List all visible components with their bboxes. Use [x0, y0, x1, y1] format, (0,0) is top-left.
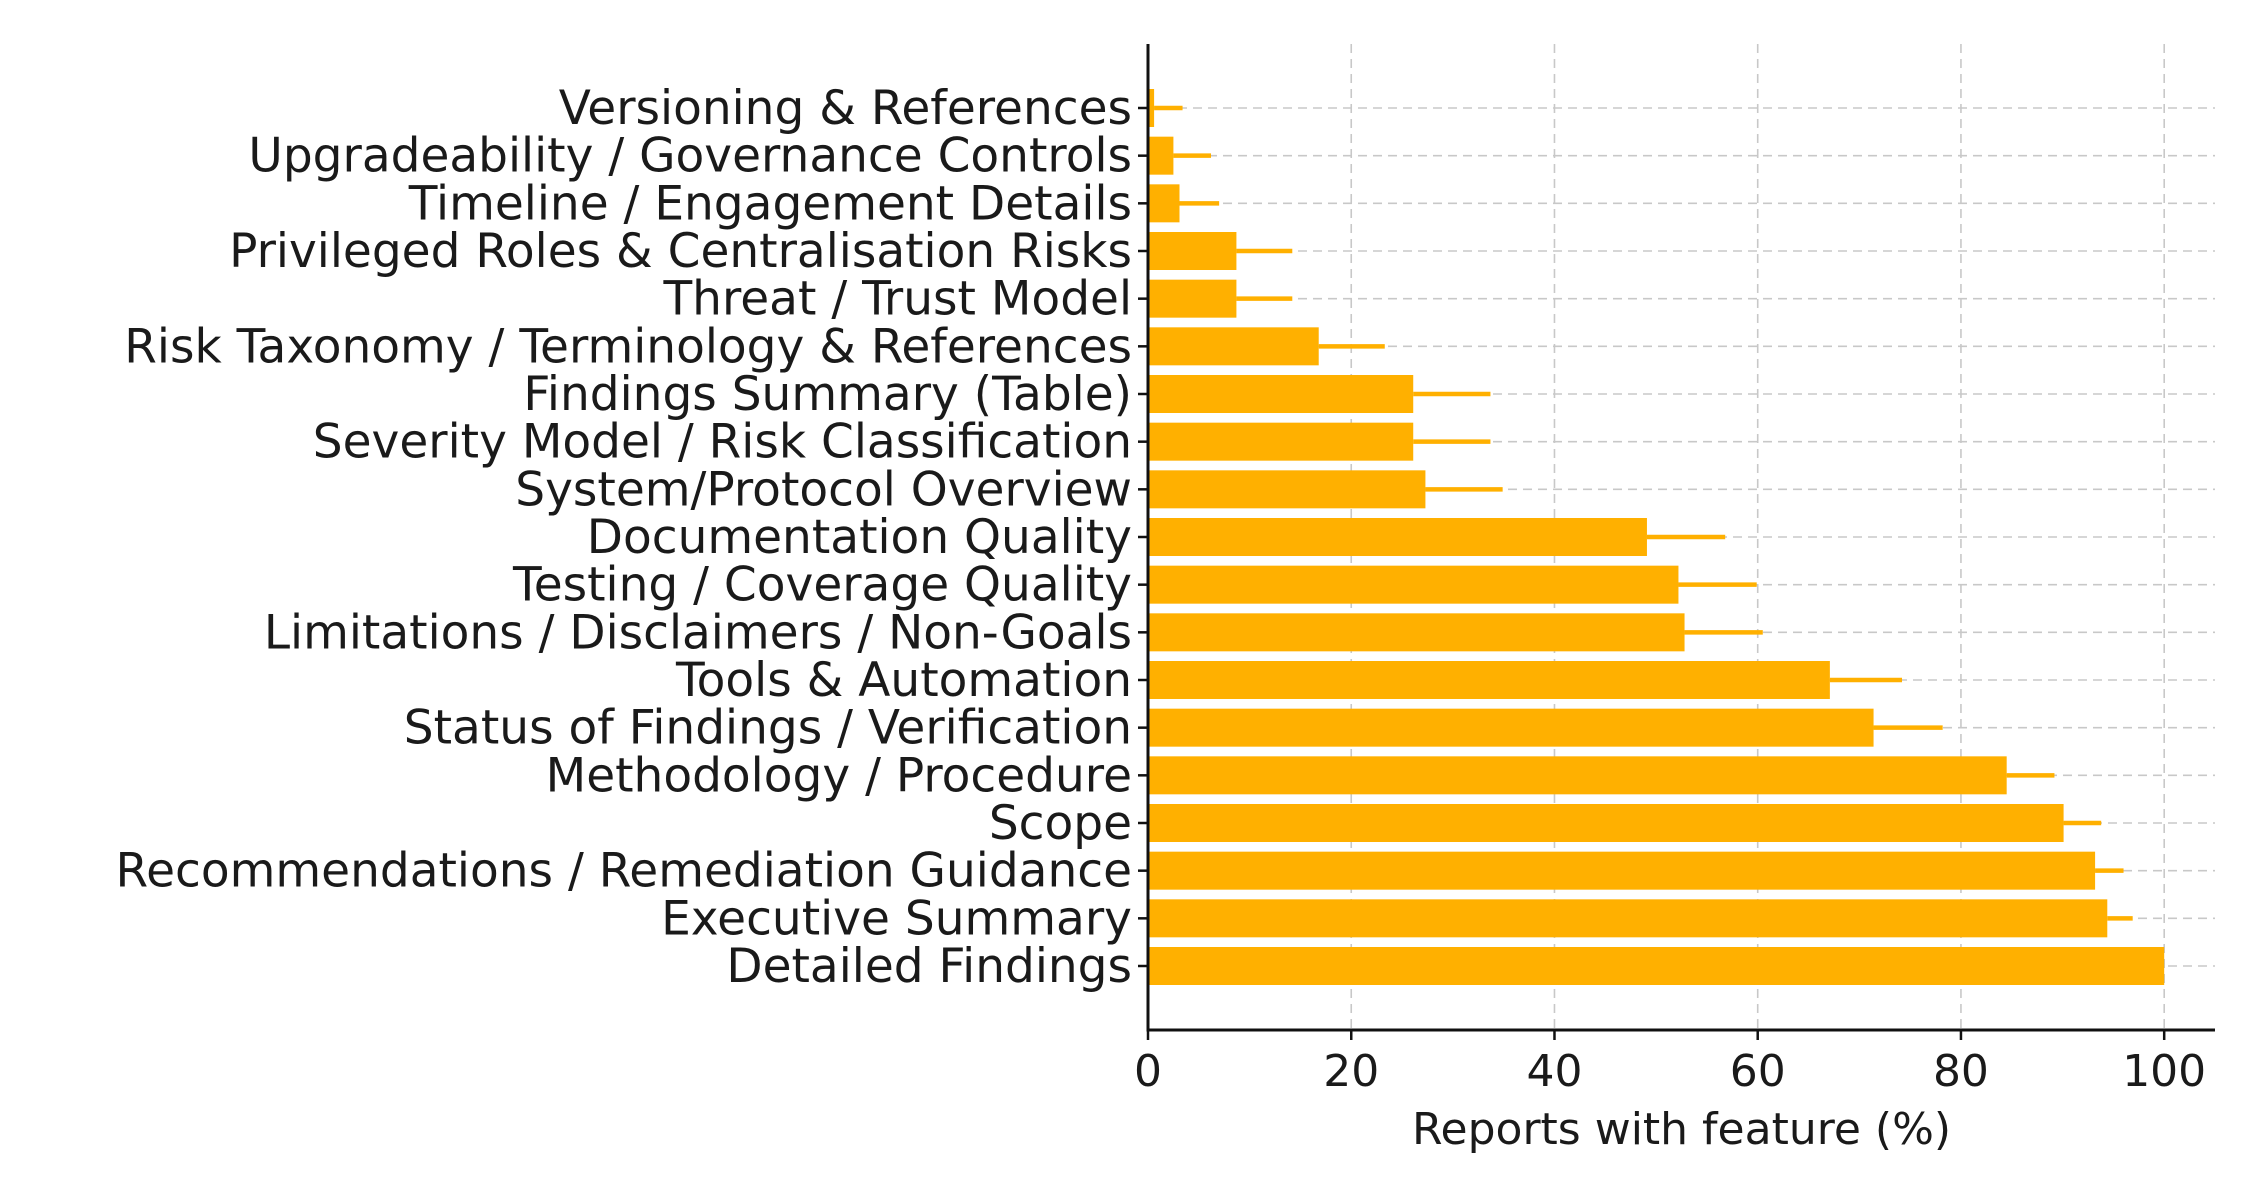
x-tick-label: 100	[2122, 1046, 2206, 1097]
bar	[1148, 518, 1647, 556]
category-label: Executive Summary	[661, 891, 1132, 946]
bar	[1148, 804, 2064, 842]
bar	[1148, 375, 1414, 413]
bar	[1148, 661, 1830, 699]
bar	[1148, 232, 1237, 270]
category-label: Tools & Automation	[675, 653, 1132, 708]
category-label: Testing / Coverage Quality	[512, 558, 1132, 613]
category-label: Timeline / Engagement Details	[408, 176, 1132, 231]
category-label: Methodology / Procedure	[546, 748, 1132, 803]
bar	[1148, 565, 1679, 604]
category-label: Recommendations / Remediation Guidance	[116, 844, 1132, 899]
bar	[1148, 613, 1685, 652]
x-tick-label: 20	[1323, 1046, 1379, 1097]
bar	[1148, 136, 1174, 175]
bar	[1148, 899, 2108, 938]
x-tick-label: 80	[1933, 1046, 1989, 1097]
category-label: Findings Summary (Table)	[523, 367, 1132, 422]
bar	[1148, 184, 1180, 223]
x-tick-label: 40	[1526, 1046, 1582, 1097]
bar	[1148, 708, 1874, 747]
category-label: Documentation Quality	[587, 510, 1132, 565]
category-label: System/Protocol Overview	[515, 462, 1132, 517]
bar	[1148, 279, 1237, 318]
bar	[1148, 947, 2165, 985]
category-label: Privileged Roles & Centralisation Risks	[229, 224, 1132, 279]
bar	[1148, 756, 2007, 795]
x-tick-label: 0	[1134, 1046, 1162, 1097]
category-label: Limitations / Disclaimers / Non-Goals	[264, 605, 1132, 660]
category-label: Severity Model / Risk Classification	[313, 415, 1132, 470]
bar-layer	[1148, 89, 2165, 985]
x-axis-title: Reports with feature (%)	[1412, 1104, 1951, 1155]
axis-layer	[1138, 44, 2215, 1040]
category-label: Status of Findings / Verification	[404, 701, 1132, 756]
bar	[1148, 851, 2096, 890]
x-tick-label: 60	[1730, 1046, 1786, 1097]
bar	[1148, 327, 1319, 366]
category-label: Upgradeability / Governance Controls	[248, 129, 1132, 184]
bar	[1148, 89, 1155, 127]
category-label: Risk Taxonomy / Terminology & References	[124, 319, 1132, 374]
category-label: Versioning & References	[559, 81, 1132, 136]
bar	[1148, 470, 1426, 509]
category-label: Detailed Findings	[726, 939, 1132, 994]
bar	[1148, 422, 1414, 461]
category-label: Scope	[989, 796, 1132, 851]
category-label: Threat / Trust Model	[662, 272, 1132, 327]
